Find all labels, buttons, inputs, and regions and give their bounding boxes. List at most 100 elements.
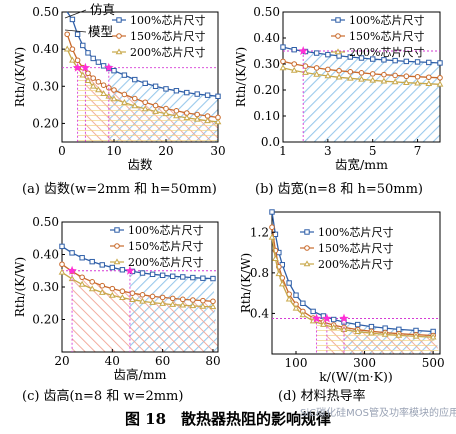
- crossing-star: [298, 46, 308, 55]
- y-tick-label: 0.40: [253, 31, 280, 45]
- data-point-s200: [285, 295, 293, 302]
- data-point-s200: [95, 86, 102, 93]
- series-line-s150: [61, 263, 214, 302]
- data-point-s200: [152, 107, 159, 114]
- data-point-s200: [58, 268, 66, 275]
- data-point-s200: [290, 66, 298, 73]
- y-tick-label: 0.50: [32, 5, 59, 19]
- data-point-s200: [209, 303, 217, 310]
- data-point-s100: [325, 51, 331, 58]
- data-point-s150: [179, 296, 186, 303]
- y-tick-label: 0.50: [253, 5, 280, 19]
- y-tick-label: 0.20: [32, 313, 59, 327]
- x-axis-label: 齿宽/mm: [335, 157, 388, 172]
- x-tick-label: 80: [205, 354, 220, 368]
- legend-label-s100: 100%芯片尺寸: [318, 225, 393, 239]
- data-point-s150: [64, 31, 70, 38]
- y-tick-label: 0.4: [250, 306, 269, 320]
- data-point-s100: [347, 54, 353, 60]
- data-point-s100: [200, 275, 206, 281]
- data-point-s200: [380, 77, 388, 84]
- crossing-star: [72, 62, 83, 72]
- legend-marker-s100: [304, 229, 310, 235]
- data-point-s200: [391, 78, 399, 85]
- legend-label-s200: 200%芯片尺寸: [349, 45, 424, 59]
- caption-c: (c) 齿高(n=8 和 w=2mm): [22, 389, 184, 404]
- data-point-s100: [331, 316, 337, 323]
- data-point-s200: [320, 320, 327, 327]
- watermark: SiC碳化硅MOS管及功率模块的应用: [300, 408, 456, 419]
- data-point-s150: [291, 61, 298, 67]
- data-point-s100: [190, 274, 196, 281]
- x-tick-label: 20: [54, 354, 69, 368]
- data-point-s150: [169, 295, 176, 302]
- crossing-star: [125, 265, 135, 275]
- data-point-s100: [173, 88, 180, 94]
- y-tick-label: 0.40: [32, 42, 59, 56]
- data-point-s150: [336, 67, 342, 74]
- data-point-s200: [358, 75, 365, 82]
- figure-title: 图 18 散热器热阻的影响规律: [124, 410, 332, 428]
- legend-marker-s100: [114, 227, 120, 233]
- x-axis-label: 齿高/mm: [114, 367, 167, 382]
- data-point-s200: [436, 80, 444, 87]
- y-tick-label: 0.30: [253, 57, 280, 71]
- x-tick-label: 300: [353, 356, 376, 370]
- data-point-s150: [369, 71, 376, 77]
- legend-marker-s150: [116, 33, 122, 39]
- x-tick-label: 10: [106, 144, 121, 158]
- y-tick-label: 0.20: [253, 83, 280, 97]
- y-tick-label: 0.30: [32, 280, 59, 294]
- data-point-s150: [89, 279, 95, 285]
- data-point-s150: [280, 58, 286, 65]
- data-point-s200: [354, 328, 362, 334]
- data-point-s200: [324, 72, 332, 79]
- data-point-s150: [190, 297, 196, 303]
- data-point-s200: [414, 79, 421, 86]
- data-point-s150: [142, 99, 148, 106]
- y-axis-label: Rth/(K/W): [234, 47, 248, 107]
- legend-label-s200: 200%芯片尺寸: [130, 45, 205, 59]
- data-point-s100: [180, 274, 186, 280]
- legend-marker-s150: [304, 245, 310, 251]
- data-point-s100: [121, 72, 128, 78]
- data-point-s200: [131, 102, 139, 109]
- data-point-s200: [149, 298, 156, 305]
- data-point-s100: [184, 89, 190, 96]
- data-point-s200: [272, 255, 279, 261]
- data-point-s200: [279, 64, 287, 71]
- data-point-s100: [280, 44, 286, 50]
- caption-a: (a) 齿数(w=2mm 和 h=50mm): [22, 182, 217, 197]
- data-point-s100: [74, 31, 81, 37]
- data-point-s100: [79, 255, 85, 261]
- data-point-s100: [69, 16, 76, 23]
- data-point-s200: [139, 297, 146, 304]
- data-point-s100: [310, 308, 316, 315]
- data-point-s200: [278, 280, 286, 287]
- data-point-s150: [414, 73, 421, 80]
- data-point-s200: [110, 95, 118, 102]
- data-point-s100: [139, 270, 146, 276]
- data-point-s200: [425, 80, 433, 87]
- data-point-s150: [85, 70, 91, 77]
- data-point-s200: [159, 299, 167, 306]
- x-tick-label: 0: [58, 144, 66, 158]
- data-point-s100: [426, 59, 432, 66]
- x-tick-label: 40: [105, 354, 120, 368]
- crossing-star: [322, 313, 332, 323]
- data-point-s200: [335, 73, 343, 80]
- data-point-s100: [403, 58, 410, 65]
- y-tick-label: 1.2: [250, 225, 269, 239]
- data-point-s200: [275, 270, 283, 277]
- data-point-s200: [141, 105, 149, 112]
- data-point-s200: [119, 294, 126, 301]
- data-point-s150: [152, 102, 159, 109]
- crossing-star: [104, 62, 114, 72]
- x-tick-label: 30: [210, 144, 225, 158]
- data-point-s150: [425, 74, 432, 81]
- legend-label-s150: 150%芯片尺寸: [349, 29, 424, 43]
- data-point-s200: [89, 82, 97, 89]
- crossing-star: [67, 265, 77, 275]
- data-point-s100: [336, 53, 342, 59]
- data-point-s150: [119, 288, 126, 295]
